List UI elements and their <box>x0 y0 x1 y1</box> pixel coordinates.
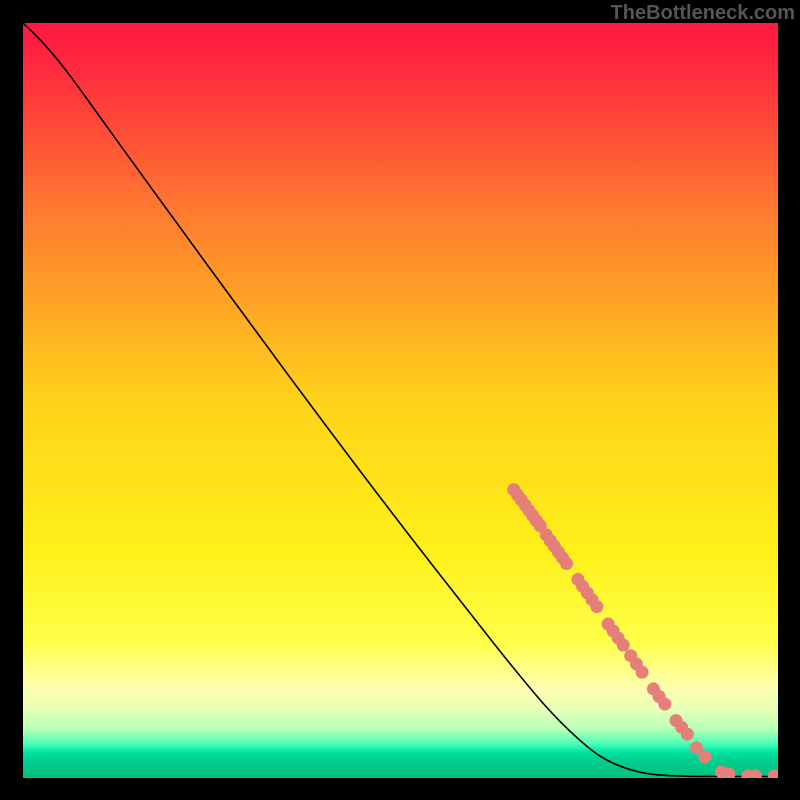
data-marker <box>560 557 573 570</box>
marker-group <box>507 483 778 778</box>
data-marker <box>698 750 711 763</box>
data-marker <box>658 698 671 711</box>
chart-svg <box>23 23 778 778</box>
data-marker <box>681 728 694 741</box>
watermark-text: TheBottleneck.com <box>611 2 795 25</box>
data-marker <box>636 666 649 679</box>
data-marker <box>590 600 603 613</box>
plot-area <box>23 23 778 778</box>
curve-line <box>23 23 778 776</box>
data-marker <box>617 639 630 652</box>
